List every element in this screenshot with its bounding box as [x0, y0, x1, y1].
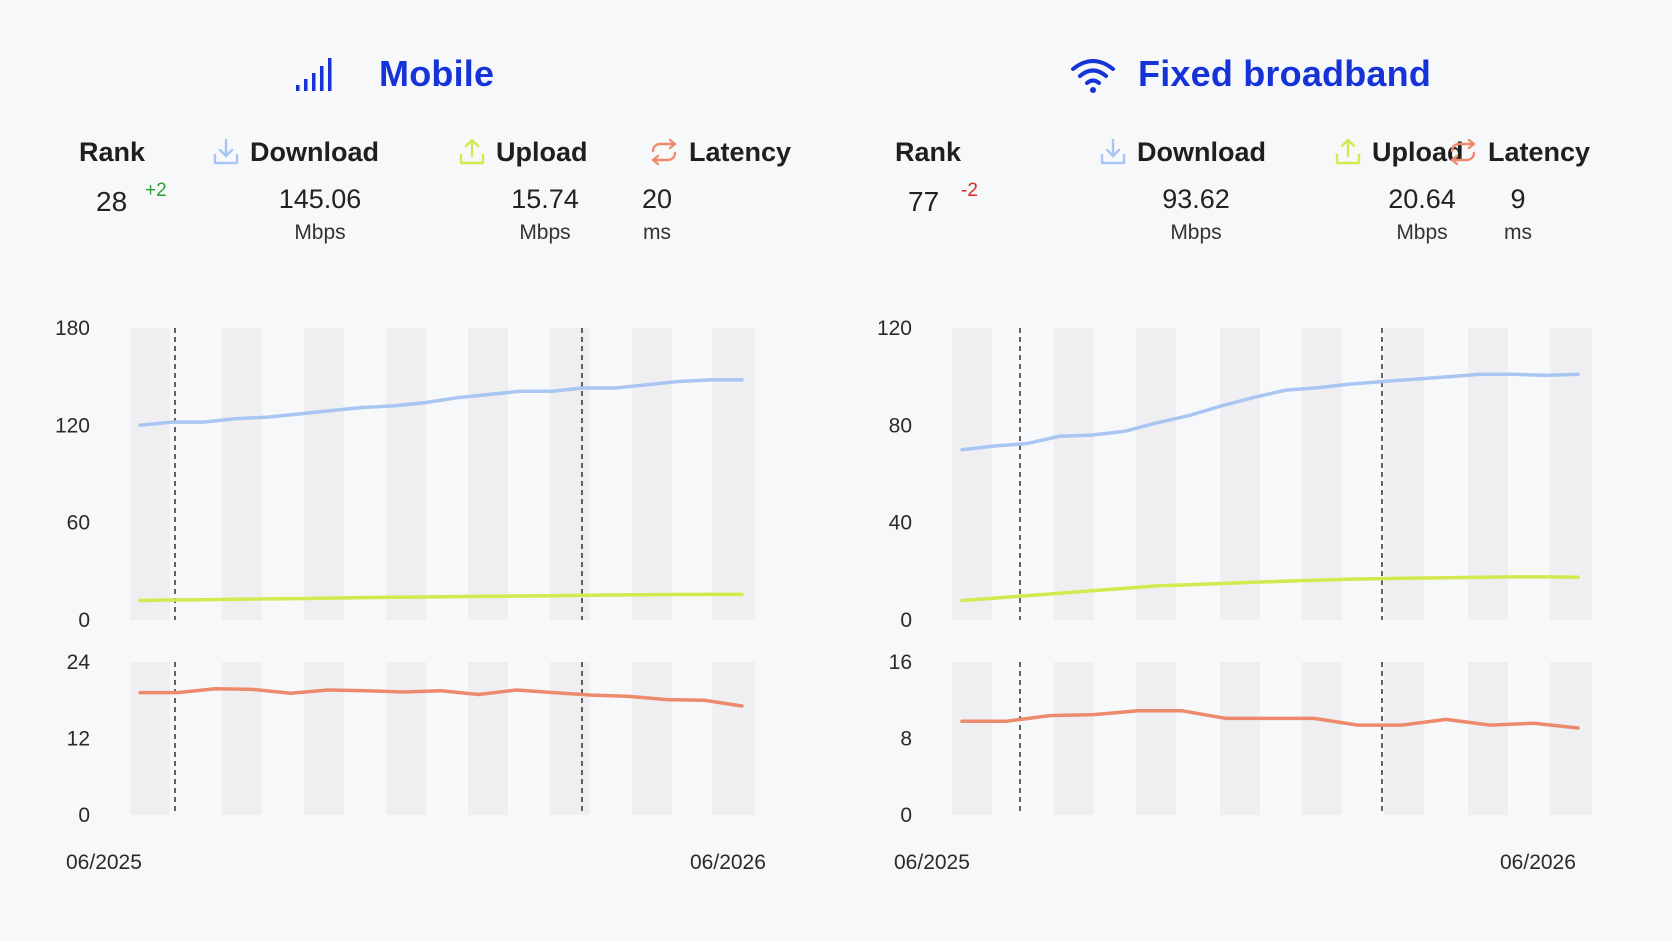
- lower-y-tick-label: 16: [889, 651, 912, 674]
- upload-icon: [459, 138, 485, 165]
- x-end-label: 06/2026: [1500, 851, 1576, 874]
- fixed-title-text: Fixed broadband: [1138, 53, 1432, 94]
- download-unit: Mbps: [1170, 221, 1222, 244]
- rank-change: +2: [145, 180, 167, 201]
- download-icon: [1100, 138, 1126, 165]
- chart-band: [550, 662, 590, 815]
- download-series-line: [138, 378, 744, 428]
- chart-band: [712, 662, 755, 815]
- upper-y-tick-label: 40: [889, 512, 912, 535]
- chart-band: [1302, 662, 1342, 815]
- chart-band: [1220, 662, 1260, 815]
- chart-band: [952, 662, 992, 815]
- download-value: 145.06: [278, 184, 362, 214]
- latency-value: 20: [641, 184, 673, 214]
- fixed-chart: 0 40 80 120 0 8 16 06/2025 06/2026: [877, 317, 1592, 874]
- upper-y-tick-label: 0: [78, 609, 90, 632]
- chart-band: [304, 328, 344, 620]
- download-label: Download: [1137, 136, 1266, 167]
- mobile-panel: Mobile Rank 28 +2 Download 145.06 Mbps U…: [55, 48, 792, 874]
- wifi-icon: [1071, 59, 1115, 93]
- download-series-line: [960, 372, 1580, 452]
- latency-unit: ms: [1504, 221, 1532, 244]
- upper-y-tick-label: 0: [900, 609, 912, 632]
- x-start-label: 06/2025: [66, 851, 142, 874]
- lower-y-tick-label: 12: [67, 728, 90, 751]
- fixed-broadband-panel: Fixed broadband Rank 77 -2 Download 93.6…: [836, 0, 1672, 941]
- chart-band: [1468, 328, 1508, 620]
- chart-band: [632, 328, 672, 620]
- chart-band: [386, 662, 426, 815]
- latency-label: Latency: [689, 136, 792, 167]
- chart-band: [1384, 328, 1424, 620]
- latency-label: Latency: [1488, 136, 1591, 167]
- chart-band: [632, 662, 672, 815]
- chart-band: [712, 328, 755, 620]
- download-icon: [213, 138, 239, 165]
- latency-series-line: [138, 687, 744, 708]
- download-unit: Mbps: [294, 221, 346, 244]
- x-end-label: 06/2026: [690, 851, 766, 874]
- chart-band: [1054, 328, 1094, 620]
- chart-band: [468, 662, 508, 815]
- latency-icon: [1450, 138, 1476, 166]
- lower-y-tick-label: 0: [900, 804, 912, 827]
- chart-band: [550, 328, 590, 620]
- fixed-title: Fixed broadband: [1070, 48, 1431, 100]
- latency-unit: ms: [643, 221, 671, 244]
- signal-bars-icon: [296, 58, 332, 91]
- chart-band: [222, 328, 262, 620]
- chart-band: [1136, 662, 1176, 815]
- chart-band: [222, 662, 262, 815]
- chart-band: [1220, 328, 1260, 620]
- lower-y-tick-label: 24: [67, 651, 91, 674]
- mobile-chart: 0 60 120 180 0 12 24 06/2025 06/2026: [55, 317, 766, 874]
- x-start-label: 06/2025: [894, 851, 970, 874]
- upload-unit: Mbps: [1396, 221, 1448, 244]
- upper-y-tick-label: 80: [889, 414, 912, 437]
- chart-band: [468, 328, 508, 620]
- upper-y-tick-label: 120: [55, 414, 90, 437]
- upload-series-line: [138, 592, 744, 603]
- chart-band: [1468, 662, 1508, 815]
- chart-band: [1384, 662, 1424, 815]
- chart-band: [952, 328, 992, 620]
- upload-value: 15.74: [511, 184, 579, 214]
- upper-y-tick-label: 180: [55, 317, 90, 340]
- rank-label: Rank: [79, 136, 146, 167]
- rank-value: 28: [96, 186, 128, 217]
- mobile-title-text: Mobile: [379, 53, 495, 94]
- upload-icon: [1335, 138, 1361, 165]
- chart-band: [1054, 662, 1094, 815]
- latency-icon: [651, 138, 677, 166]
- download-label: Download: [250, 136, 379, 167]
- mobile-title: Mobile: [294, 48, 494, 100]
- download-value: 93.62: [1162, 184, 1230, 214]
- chart-band: [1550, 662, 1592, 815]
- upload-series-line: [960, 575, 1580, 603]
- lower-y-tick-label: 0: [78, 804, 90, 827]
- chart-band: [386, 328, 426, 620]
- chart-band: [304, 662, 344, 815]
- chart-band: [1136, 328, 1176, 620]
- upload-label: Upload: [496, 136, 588, 167]
- lower-y-tick-label: 8: [900, 728, 912, 751]
- chart-band: [130, 662, 170, 815]
- upper-y-tick-label: 60: [67, 512, 90, 535]
- rank-value: 77: [908, 186, 940, 217]
- upload-value: 20.64: [1388, 184, 1456, 214]
- upload-unit: Mbps: [519, 221, 571, 244]
- rank-label: Rank: [895, 136, 962, 167]
- chart-band: [1302, 328, 1342, 620]
- chart-band: [130, 328, 170, 620]
- upload-label: Upload: [1372, 136, 1464, 167]
- rank-change: -2: [961, 180, 978, 201]
- latency-series-line: [960, 709, 1580, 730]
- latency-value: 9: [1510, 184, 1526, 214]
- upper-y-tick-label: 120: [877, 317, 912, 340]
